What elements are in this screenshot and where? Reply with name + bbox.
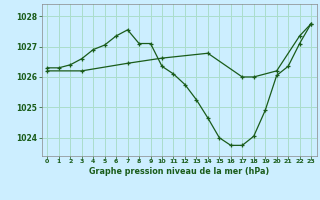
X-axis label: Graphe pression niveau de la mer (hPa): Graphe pression niveau de la mer (hPa) (89, 167, 269, 176)
